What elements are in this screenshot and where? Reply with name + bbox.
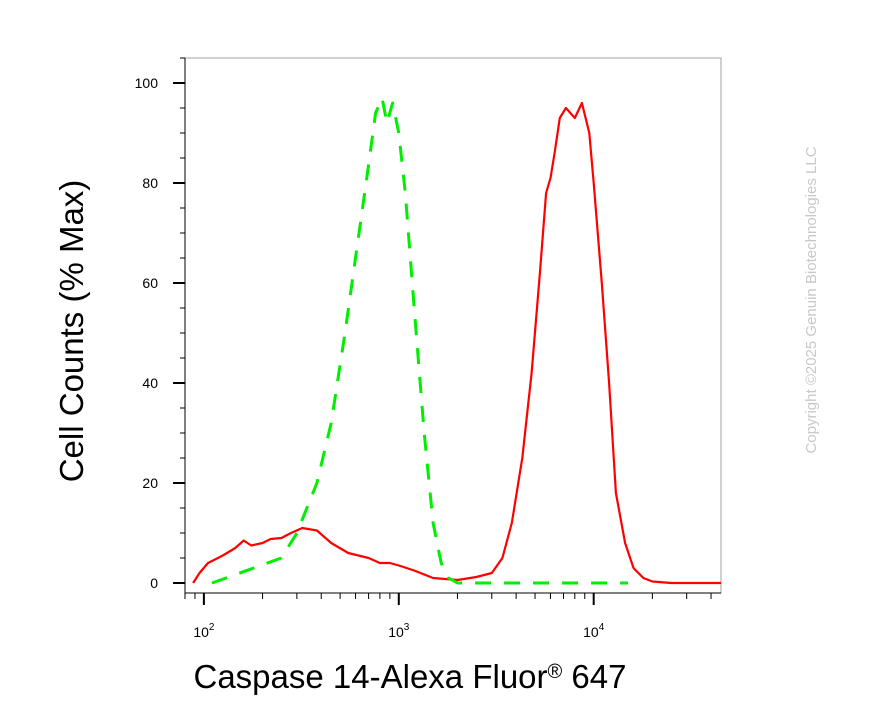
- x-axis-title: Caspase 14-Alexa Fluor® 647: [194, 658, 627, 695]
- series-layer: [192, 96, 721, 585]
- y-tick-label: 60: [142, 275, 158, 291]
- y-tick-label: 20: [142, 475, 158, 491]
- series-line-0: [192, 101, 721, 585]
- x-tick-label: 102: [193, 622, 215, 640]
- copyright-watermark: Copyright ©2025 Genuin Biotechnologies L…: [803, 146, 820, 453]
- y-axis-title: Cell Counts (% Max): [53, 180, 90, 483]
- y-tick-label: 40: [142, 375, 158, 391]
- x-axis-title-registered-mark: ®: [548, 661, 563, 683]
- x-axis: 102 103 104: [184, 592, 721, 640]
- y-tick-label: 80: [142, 175, 158, 191]
- series-line-1: [211, 96, 628, 585]
- x-tick-label: 104: [583, 622, 605, 640]
- x-tick-label: 103: [388, 622, 410, 640]
- x-axis-title-suffix: 647: [562, 658, 626, 695]
- y-axis: 0 20 40 60 80 100: [135, 57, 186, 593]
- y-tick-label: 100: [135, 75, 159, 91]
- x-axis-title-main: Caspase 14-Alexa Fluor: [194, 658, 548, 695]
- plot-frame: [184, 57, 722, 594]
- y-tick-label: 0: [150, 575, 158, 591]
